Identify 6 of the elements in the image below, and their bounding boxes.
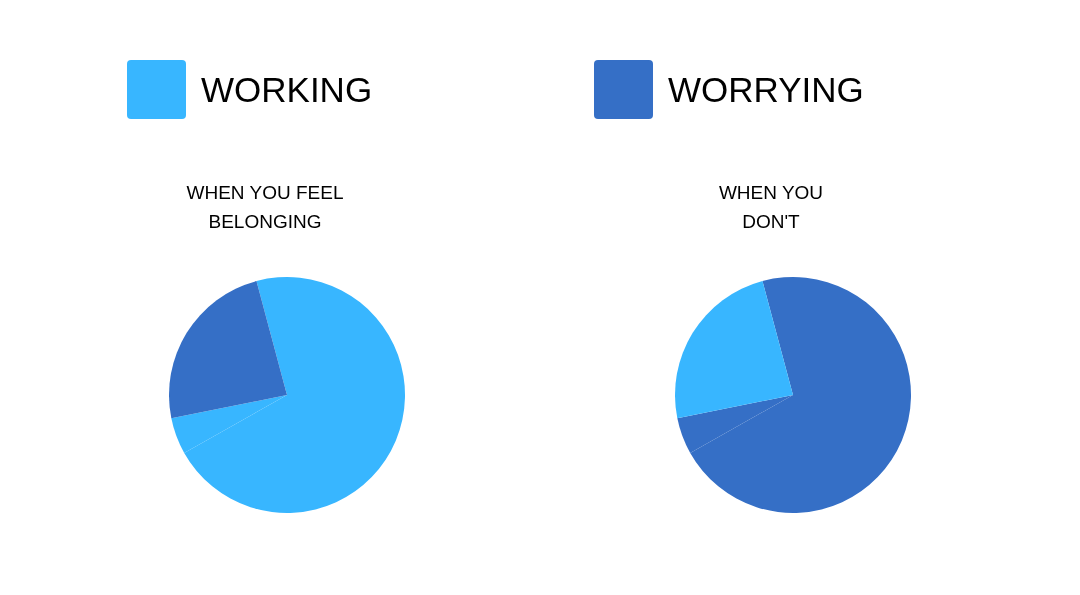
- pie-slice: [675, 281, 793, 419]
- text: WHEN YOU FEEL BELONGING: [185, 181, 345, 234]
- legend-label: WORKING: [201, 69, 373, 110]
- pie-slice: [169, 281, 287, 419]
- chart-title: WHEN YOU DON'T: [717, 181, 825, 234]
- legend-label: WORRYING: [668, 69, 864, 110]
